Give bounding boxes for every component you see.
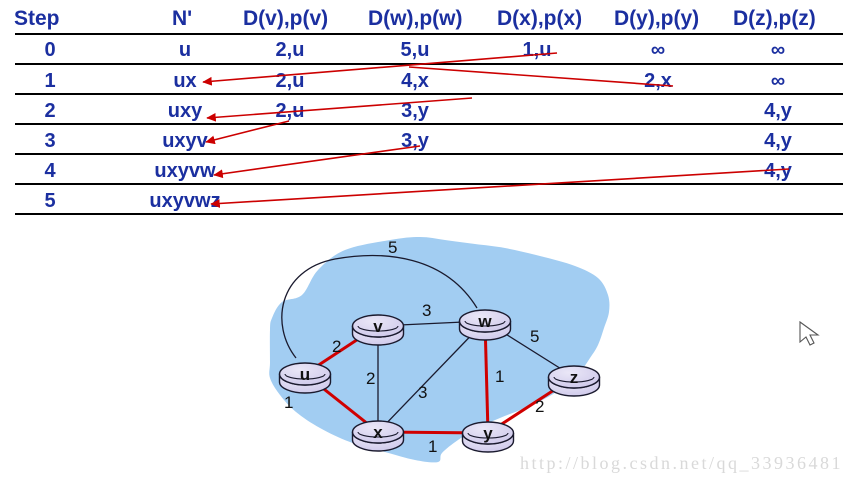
- svg-text:3: 3: [418, 383, 427, 402]
- svg-text:1: 1: [284, 393, 293, 412]
- svg-text:2: 2: [366, 369, 375, 388]
- svg-text:v: v: [373, 317, 383, 336]
- svg-text:2: 2: [535, 397, 544, 416]
- svg-text:u: u: [300, 365, 310, 384]
- svg-text:3: 3: [422, 301, 431, 320]
- svg-text:z: z: [570, 368, 579, 387]
- svg-text:y: y: [483, 424, 493, 443]
- svg-text:x: x: [373, 423, 383, 442]
- svg-text:5: 5: [530, 327, 539, 346]
- svg-text:1: 1: [495, 367, 504, 386]
- svg-text:1: 1: [428, 437, 437, 456]
- svg-text:2: 2: [332, 337, 341, 356]
- svg-text:5: 5: [388, 238, 397, 257]
- svg-text:w: w: [477, 312, 492, 331]
